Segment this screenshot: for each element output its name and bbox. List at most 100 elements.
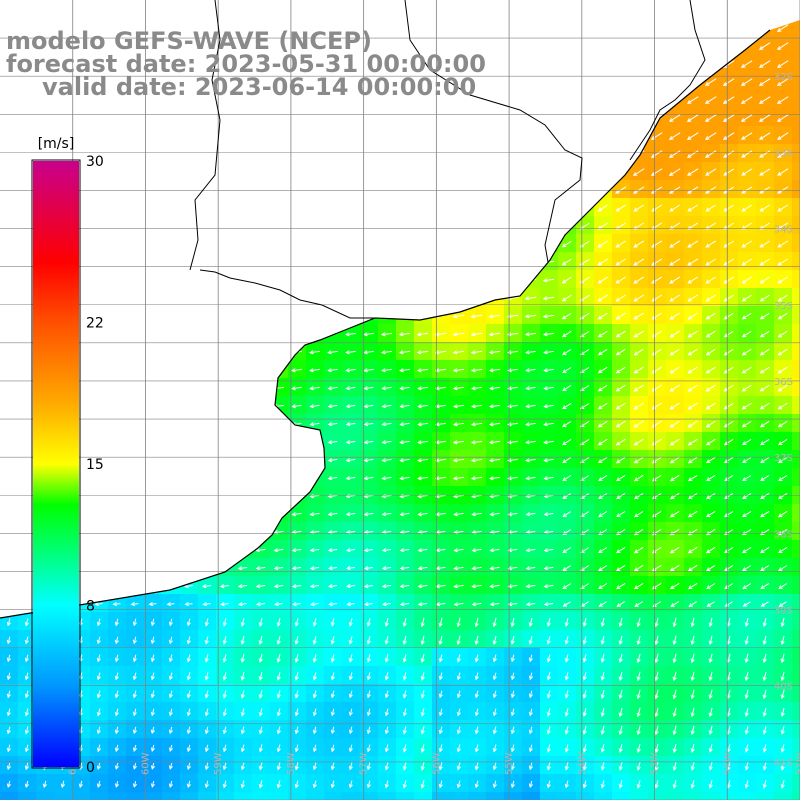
wind-arrow <box>562 402 572 410</box>
wind-cell <box>396 396 415 415</box>
wind-cell <box>684 792 703 800</box>
wind-cell <box>792 72 800 91</box>
wind-cell <box>468 198 487 217</box>
wind-cell <box>306 504 325 523</box>
wind-arrow <box>165 206 176 211</box>
wind-cell <box>0 180 19 199</box>
wind-arrow <box>686 132 699 140</box>
wind-arrow <box>236 206 249 211</box>
wind-arrow <box>363 440 374 445</box>
wind-cell <box>612 36 631 55</box>
wind-cell <box>450 504 469 523</box>
wind-arrow <box>398 134 411 139</box>
wind-arrow <box>669 456 680 464</box>
wind-cell <box>612 216 631 235</box>
wind-arrow <box>219 332 230 337</box>
wind-cell <box>720 36 739 55</box>
wind-arrow <box>704 114 717 122</box>
wind-arrow <box>524 296 537 301</box>
wind-arrow <box>632 168 645 176</box>
wind-arrow <box>326 224 339 229</box>
wind-cell <box>792 738 800 757</box>
wind-arrow <box>327 314 338 319</box>
wind-cell <box>216 270 235 289</box>
wind-cell <box>342 576 361 595</box>
wind-cell <box>306 216 325 235</box>
wind-arrow <box>129 170 140 175</box>
wind-cell <box>396 558 415 577</box>
wind-arrow <box>236 170 249 175</box>
wind-arrow <box>417 440 428 445</box>
wind-arrow <box>237 476 248 481</box>
wind-arrow <box>345 350 356 355</box>
wind-cell <box>486 162 505 181</box>
wind-arrow <box>129 458 140 463</box>
wind-arrow <box>165 170 176 175</box>
wind-arrow <box>202 9 213 12</box>
wind-cell <box>90 126 109 145</box>
wind-cell <box>162 342 181 361</box>
wind-cell <box>0 234 19 253</box>
wind-cell <box>342 792 361 800</box>
wind-arrow <box>776 60 789 68</box>
wind-cell <box>288 540 307 559</box>
wind-arrow <box>507 404 518 409</box>
wind-cell <box>180 324 199 343</box>
wind-cell <box>144 234 163 253</box>
wind-arrow <box>416 206 429 211</box>
wind-cell <box>792 162 800 181</box>
wind-arrow <box>111 422 122 427</box>
wind-arrow <box>201 404 212 409</box>
wind-arrow <box>363 296 374 301</box>
wind-arrow <box>506 332 519 337</box>
wind-cell <box>252 576 271 595</box>
wind-arrow <box>3 332 14 337</box>
wind-arrow <box>345 422 356 427</box>
wind-arrow <box>147 296 158 301</box>
wind-cell <box>450 126 469 145</box>
wind-arrow <box>2 134 15 139</box>
wind-arrow <box>561 204 572 212</box>
wind-arrow <box>111 332 122 337</box>
wind-cell <box>594 126 613 145</box>
wind-arrow <box>704 78 717 86</box>
wind-arrow <box>741 420 752 428</box>
wind-cell <box>180 270 199 289</box>
wind-arrow <box>416 314 429 319</box>
wind-arrow <box>290 116 303 121</box>
wind-arrow <box>327 422 338 427</box>
wind-cell <box>504 252 523 271</box>
wind-arrow <box>633 312 644 320</box>
wind-cell <box>306 234 325 253</box>
wind-cell <box>252 108 271 127</box>
wind-arrow <box>543 512 554 517</box>
wind-cell <box>792 702 800 721</box>
wind-cell <box>378 252 397 271</box>
wind-cell <box>504 342 523 361</box>
wind-arrow <box>398 296 411 301</box>
wind-cell <box>450 144 469 163</box>
wind-arrow <box>345 368 356 373</box>
wind-arrow <box>129 440 140 445</box>
wind-arrow <box>309 404 320 409</box>
wind-cell <box>144 414 163 433</box>
wind-cell <box>144 144 163 163</box>
wind-arrow <box>129 350 140 355</box>
wind-arrow <box>326 206 339 211</box>
wind-arrow <box>524 260 537 265</box>
wind-arrow <box>3 278 14 283</box>
wind-cell <box>486 288 505 307</box>
wind-cell <box>18 126 37 145</box>
wind-cell <box>504 234 523 253</box>
wind-arrow <box>705 312 716 320</box>
wind-cell <box>378 468 397 487</box>
wind-cell <box>342 126 361 145</box>
wind-cell <box>360 792 379 800</box>
wind-arrow <box>327 260 338 265</box>
wind-cell <box>216 144 235 163</box>
wind-cell <box>90 576 109 595</box>
wind-arrow <box>417 386 428 391</box>
wind-arrow <box>21 458 32 463</box>
wind-arrow <box>200 170 213 175</box>
